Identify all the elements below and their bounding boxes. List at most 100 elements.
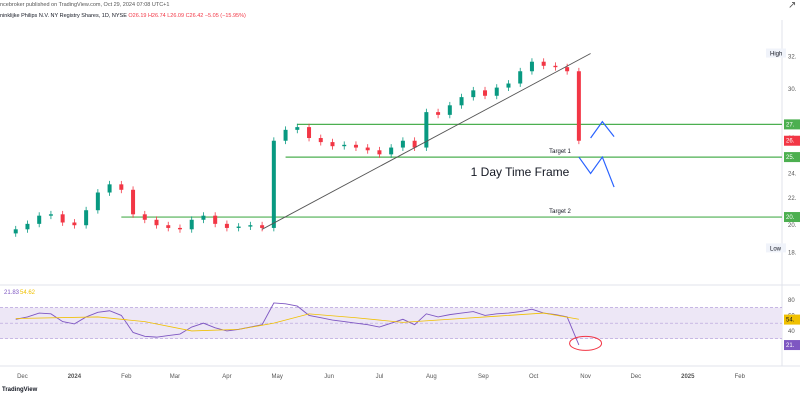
candle-body — [177, 227, 182, 230]
candle-body — [295, 127, 300, 130]
time-tick-label: Dec — [631, 374, 642, 380]
candle-body — [424, 112, 429, 148]
price-tick-label: 32. — [788, 54, 797, 60]
candle-body — [576, 71, 581, 141]
price-badge-bg — [784, 119, 800, 130]
candle-body — [436, 112, 441, 115]
oversold-circle — [569, 335, 603, 351]
candle-body — [330, 142, 335, 147]
candle-body — [565, 67, 570, 72]
candle-body — [483, 90, 488, 96]
price-badge-bg — [784, 212, 800, 223]
time-tick-label: Sep — [478, 374, 489, 380]
price-tick-label: 24. — [788, 171, 797, 177]
candle-body — [271, 140, 276, 228]
chart-title: 1 Day Time Frame — [471, 165, 570, 179]
candle-body — [213, 215, 218, 224]
ohlc-values: O26.19 H26.74 L26.09 C26.42 −5.05 (−15.9… — [128, 13, 246, 19]
candle-body — [553, 65, 558, 68]
time-tick-label: Oct — [529, 374, 539, 380]
time-tick-label: Jul — [376, 374, 384, 380]
candle-body — [471, 90, 476, 98]
trend-line — [261, 53, 591, 230]
candle-body — [37, 215, 42, 224]
candle-body — [318, 138, 323, 143]
candle-body — [459, 97, 464, 106]
price-badge-bg — [766, 48, 786, 58]
rsi-ma-value-label: 54.62 — [20, 290, 36, 296]
candle-body — [13, 229, 18, 234]
candle-body — [154, 219, 159, 226]
time-tick-label: May — [272, 374, 283, 380]
price-tick-label: 20. — [788, 223, 797, 229]
time-tick-label: 2024 — [68, 374, 82, 380]
candle-body — [107, 184, 112, 193]
level-label: Target 1 — [549, 149, 571, 155]
candle-body — [365, 147, 370, 151]
time-tick-label: Feb — [121, 374, 132, 380]
time-tick-label: Dec — [17, 374, 28, 380]
projection-arrow-down — [578, 155, 615, 188]
price-badge-value: 25. — [786, 155, 795, 161]
time-tick-label: Aug — [426, 374, 437, 380]
tradingview-logo: TradingView — [2, 387, 38, 393]
candle-body — [529, 61, 534, 72]
candle-body — [142, 214, 147, 220]
rsi-tick-label: 40 — [788, 329, 795, 335]
candle-body — [260, 225, 265, 228]
candle-body — [189, 219, 194, 230]
rsi-ma-line — [15, 312, 579, 332]
published-caption: ncebroker published on TradingView.com, … — [0, 2, 170, 8]
candle-body — [541, 61, 546, 66]
time-tick-label: Mar — [170, 374, 180, 380]
rsi-badge-value: 54. — [786, 318, 795, 324]
price-tick-label: 18. — [788, 250, 797, 256]
price-badge-value: 26. — [786, 139, 795, 145]
candle-body — [248, 225, 253, 227]
candle-body — [131, 189, 136, 215]
candle-body — [400, 140, 405, 148]
candle-body — [377, 150, 382, 155]
price-badge-bg — [784, 152, 800, 163]
candle-body — [447, 105, 452, 115]
rsi-value-label: 21.83 — [4, 290, 20, 296]
time-tick-label: 2025 — [681, 374, 695, 380]
projection-arrow-up — [590, 120, 615, 139]
price-badge-value: 27. — [786, 122, 795, 128]
symbol-name: ninklijke Philips N.V. NY Registry Share… — [0, 13, 127, 19]
candle-body — [307, 127, 312, 139]
candle-body — [60, 214, 65, 223]
candle-body — [236, 226, 241, 228]
candle-body — [389, 147, 394, 155]
time-tick-label: Jun — [324, 374, 334, 380]
price-badge-label: Low — [770, 246, 782, 252]
price-tick-label: 30. — [788, 87, 797, 93]
level-label: Target 2 — [549, 209, 571, 215]
rsi-badge-value: 21. — [786, 343, 795, 349]
candle-body — [84, 210, 89, 226]
price-tick-label: 22. — [788, 196, 797, 202]
candle-body — [506, 83, 511, 88]
price-badge-bg — [784, 135, 800, 146]
rsi-tick-label: 80 — [788, 298, 795, 304]
time-tick-label: Feb — [735, 374, 746, 380]
symbol-header: ninklijke Philips N.V. NY Registry Share… — [0, 13, 246, 19]
candle-body — [494, 87, 499, 96]
expand-arrow-icon[interactable]: ↗ — [788, 0, 797, 11]
price-badge-bg — [766, 243, 786, 253]
price-badge-label: High — [770, 52, 782, 58]
candle-body — [224, 223, 229, 228]
candle-body — [353, 144, 358, 148]
time-tick-label: Nov — [580, 374, 591, 380]
candle-body — [95, 192, 100, 211]
candle-body — [25, 223, 30, 230]
rsi-badge-bg — [784, 340, 800, 351]
candle-body — [342, 144, 347, 147]
candle-body — [72, 222, 77, 226]
candle-body — [283, 129, 288, 141]
price-badge-value: 20. — [786, 215, 795, 221]
candle-body — [48, 214, 53, 216]
candle-body — [166, 225, 171, 228]
candle-body — [518, 71, 523, 84]
